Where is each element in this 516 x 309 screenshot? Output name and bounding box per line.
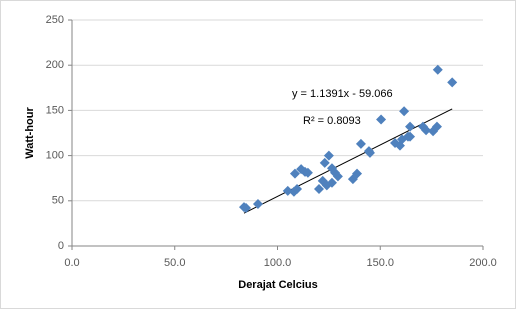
r-squared: R² = 0.8093	[303, 115, 361, 127]
y-tick-label: 250	[46, 14, 64, 26]
point	[421, 125, 432, 136]
y-tick-label: 150	[46, 104, 64, 116]
y-tick-label: 100	[46, 150, 64, 162]
point	[399, 106, 410, 117]
point	[239, 202, 250, 213]
point	[326, 177, 337, 188]
trendline	[243, 108, 453, 214]
point	[405, 131, 416, 142]
point	[432, 64, 443, 75]
point	[355, 138, 366, 149]
point	[314, 184, 325, 195]
point	[292, 184, 303, 195]
point	[289, 168, 300, 179]
y-axis-title: Watt-hour	[24, 107, 36, 159]
x-tick-label: 100.0	[264, 257, 292, 269]
x-tick-label: 50.0	[164, 257, 185, 269]
point	[376, 114, 387, 125]
point	[282, 185, 293, 196]
x-tick-label: 150.0	[366, 257, 394, 269]
point	[447, 77, 458, 88]
x-tick-label: 200.0	[469, 257, 497, 269]
point	[431, 121, 442, 132]
y-tick-label: 50	[52, 195, 64, 207]
point	[319, 157, 330, 168]
point	[405, 121, 416, 132]
point	[352, 168, 363, 179]
point	[302, 167, 313, 178]
trendline-equation: y = 1.1391x - 59.066	[292, 88, 393, 100]
x-tick-label: 0.0	[64, 257, 79, 269]
x-axis-title: Derajat Celcius	[238, 279, 317, 291]
point	[323, 150, 334, 161]
y-tick-label: 200	[46, 59, 64, 71]
point	[363, 146, 374, 157]
y-tick-label: 0	[58, 240, 64, 252]
point	[332, 171, 343, 182]
point	[252, 198, 263, 209]
